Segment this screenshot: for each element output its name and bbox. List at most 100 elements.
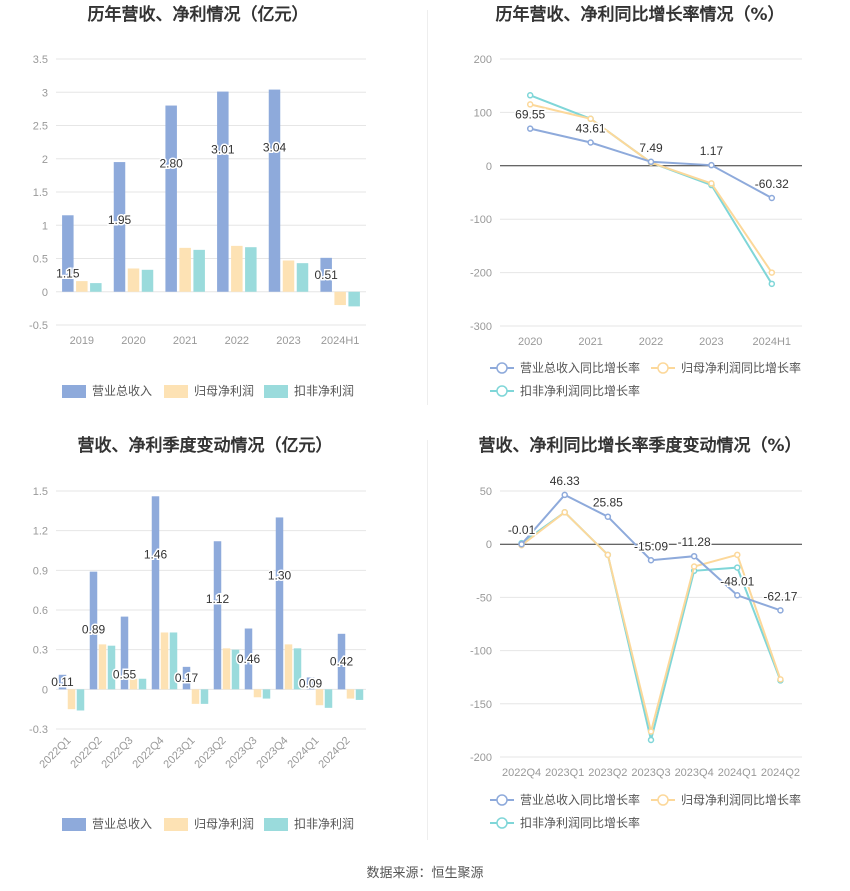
bar-parent-profit	[222, 648, 231, 690]
y-tick-label: 2	[42, 154, 48, 166]
bar-parent-profit	[253, 689, 262, 698]
series-point	[604, 513, 612, 520]
bar-deducted-profit	[200, 689, 209, 704]
chart-title: 历年营收、净利同比增长率情况（%）	[495, 4, 784, 25]
y-tick-label: -0.5	[29, 320, 48, 332]
bar-data-label: 1.95	[108, 213, 132, 227]
bar-revenue	[244, 628, 253, 690]
x-tick-label: 2021	[173, 335, 197, 347]
bar-revenue	[213, 541, 222, 690]
y-tick-label: 0	[486, 539, 492, 551]
bar-data-label: 1.30	[268, 568, 292, 582]
x-tick-label: 2020	[518, 336, 542, 348]
series-point	[777, 607, 784, 614]
series-point	[768, 194, 776, 202]
bar-deducted-profit	[231, 649, 240, 690]
series-point	[708, 180, 715, 187]
series-point	[587, 139, 594, 146]
legend-label: 归母净利润	[194, 384, 254, 398]
legend-label: 营业总收入同比增长率	[520, 360, 640, 375]
legend-swatch	[164, 385, 188, 398]
bar-data-label: 0.55	[113, 668, 137, 682]
y-tick-label: 0.3	[33, 645, 48, 657]
y-tick-label: 1	[42, 220, 48, 232]
line-data-label: -11.28	[678, 535, 711, 549]
bar-deducted-profit	[262, 689, 271, 699]
bar-revenue	[182, 666, 191, 690]
x-tick-label: 2024Q1	[285, 735, 321, 771]
line-data-label: 43.61	[576, 122, 606, 136]
x-tick-label: 2023Q3	[631, 767, 670, 779]
bar-data-label: 1.15	[56, 266, 80, 280]
bar-parent-profit	[315, 689, 324, 706]
y-tick-label: -0.3	[29, 724, 48, 736]
vertical-divider-bottom	[427, 440, 428, 840]
bar-parent-profit	[231, 245, 243, 292]
bar-revenue	[320, 257, 332, 292]
series-point	[734, 592, 741, 599]
x-tick-label: 2019	[70, 335, 94, 347]
x-tick-label: 2024H1	[753, 336, 792, 348]
bar-parent-profit	[127, 268, 140, 292]
series-point	[604, 551, 612, 559]
bar-parent-profit	[346, 689, 355, 699]
x-tick-label: 2022Q1	[37, 735, 73, 771]
bar-data-label: 0.42	[330, 655, 354, 669]
bar-deducted-profit	[245, 247, 257, 292]
bar-revenue	[151, 496, 160, 690]
bar-parent-profit	[67, 689, 76, 710]
line-data-label: -15.09	[634, 539, 668, 553]
series-line	[529, 94, 773, 285]
x-tick-label: 2024Q2	[316, 735, 352, 771]
y-tick-label: 1.2	[33, 526, 48, 538]
bar-parent-profit	[160, 632, 169, 690]
legend-swatch	[62, 818, 86, 831]
x-tick-label: 2023Q1	[545, 767, 584, 779]
series-point	[647, 158, 655, 166]
series-point	[587, 115, 594, 123]
bar-deducted-profit	[169, 632, 178, 690]
series-point	[526, 101, 534, 108]
chart-2: 历年营收、净利同比增长率情况（%） 200 100 0 -100 -200 -300 2020…	[470, 4, 802, 398]
y-tick-label: -200	[470, 752, 492, 764]
line-data-label: 7.49	[639, 141, 663, 155]
bar-revenue	[58, 674, 67, 690]
bar-deducted-profit	[296, 263, 309, 292]
bar-revenue	[306, 677, 315, 690]
legend-label: 扣非净利润	[294, 817, 354, 831]
series-point	[690, 563, 698, 570]
legend-swatch	[62, 385, 86, 398]
y-tick-label: 0	[486, 161, 492, 173]
series-point	[777, 676, 784, 683]
bar-data-label: 1.46	[144, 547, 168, 561]
chart-title: 营收、净利季度变动情况（亿元）	[78, 435, 333, 456]
bar-deducted-profit	[355, 689, 364, 700]
y-tick-label: -300	[470, 321, 492, 333]
legend-label: 营业总收入同比增长率	[520, 792, 640, 807]
chart-1: 历年营收、净利情况（亿元） 3.5 3 2.5 2 1.5 1 0.5 0 -0.5 1.15 201…	[29, 4, 366, 398]
bar-parent-profit	[76, 281, 88, 292]
x-tick-label: 2021	[578, 336, 602, 348]
x-tick-label: 2024Q1	[718, 767, 757, 779]
x-tick-label: 2023Q3	[223, 735, 259, 771]
bar-revenue	[165, 105, 177, 292]
legend-label: 营业总收入	[92, 384, 152, 398]
y-tick-label: 0.9	[33, 565, 48, 577]
bar-parent-profit	[129, 678, 138, 690]
line-data-label: 25.85	[593, 496, 623, 510]
bar-revenue	[120, 616, 129, 690]
x-tick-label: 2020	[121, 335, 145, 347]
bar-deducted-profit	[193, 249, 205, 292]
series-line	[529, 103, 773, 274]
bar-deducted-profit	[324, 689, 333, 708]
legend-label: 扣非净利润同比增长率	[520, 383, 640, 398]
y-tick-label: 50	[480, 486, 492, 498]
series-point	[768, 280, 776, 288]
x-tick-label: 2024Q2	[761, 767, 800, 779]
legend-marker	[496, 817, 508, 829]
chart-title: 历年营收、净利情况（亿元）	[88, 4, 309, 25]
line-data-label: -62.17	[763, 589, 797, 603]
x-tick-label: 2024H1	[321, 335, 360, 347]
legend-label: 归母净利润同比增长率	[681, 792, 801, 807]
